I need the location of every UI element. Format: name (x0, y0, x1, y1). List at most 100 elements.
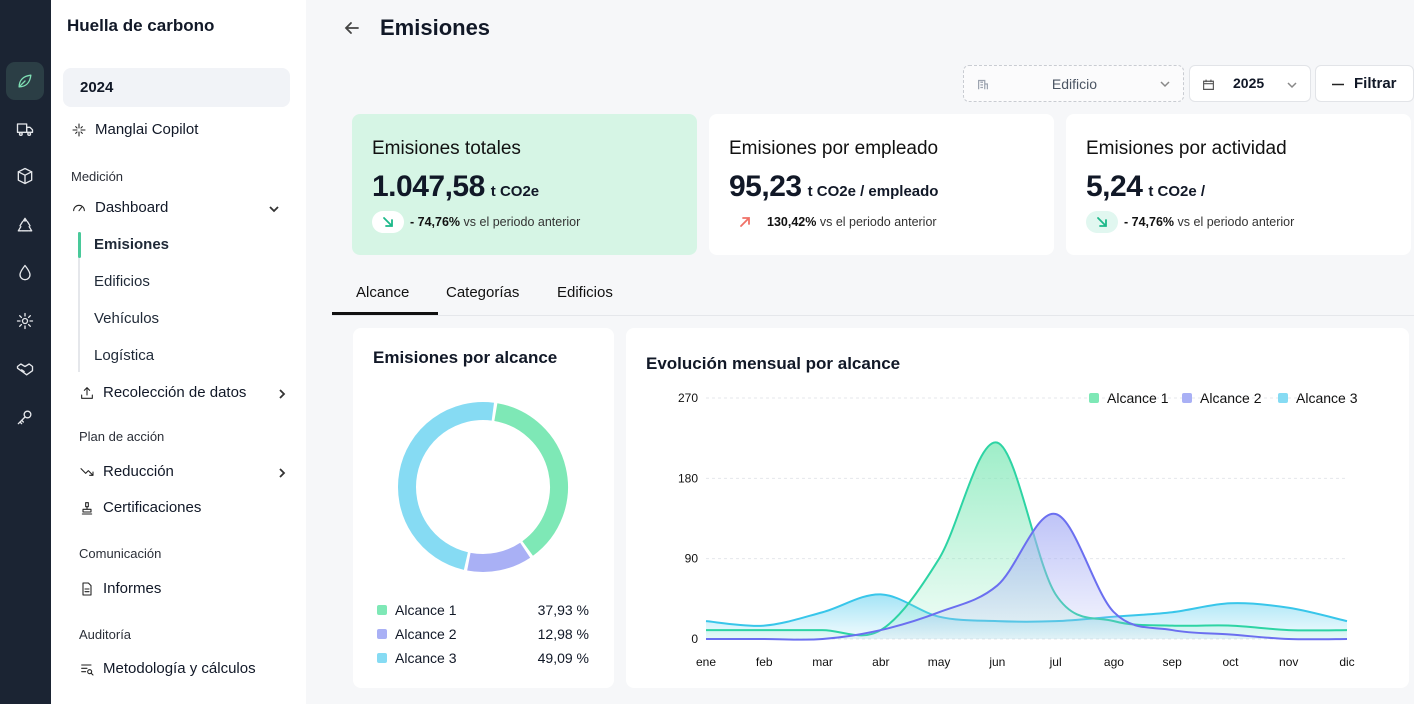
kpi-delta-value: - 74,76% (1124, 215, 1175, 229)
legend-swatch (377, 653, 387, 663)
donut-title: Emisiones por alcance (373, 348, 558, 367)
document-icon (82, 581, 92, 596)
area-alcance-2 (706, 513, 1347, 640)
legend-swatch (1278, 393, 1288, 403)
section-auditoria: Auditoría (79, 627, 132, 642)
sidebar: Huella de carbono 2024 Manglai Copilot M… (51, 0, 306, 704)
line-alcance-1[interactable] (705, 441, 1348, 637)
tab-edificios[interactable]: Edificios (557, 284, 613, 301)
sidebar-item-emisiones[interactable]: Emisiones (94, 236, 170, 253)
chevron-right-icon[interactable] (276, 387, 286, 399)
arrow-down-right-icon (1097, 217, 1107, 227)
year-selector[interactable]: 2024 (63, 68, 290, 107)
section-plan: Plan de acción (79, 429, 165, 444)
metodologia-nav[interactable]: Metodología y cálculos (79, 660, 256, 677)
leaf-icon[interactable] (6, 62, 44, 100)
x-tick-label: ago (1104, 655, 1124, 669)
copilot-link[interactable]: Manglai Copilot (71, 121, 198, 138)
arrow-down-right-icon (383, 217, 393, 227)
building-filter[interactable]: Edificio (963, 65, 1184, 102)
handshake-icon[interactable] (6, 350, 44, 388)
chevron-down-icon (1287, 82, 1297, 89)
year-filter[interactable]: 2025 (1189, 65, 1311, 102)
sidebar-item-edificios[interactable]: Edificios (94, 273, 150, 290)
legend-label[interactable]: Alcance 2 (1200, 390, 1262, 406)
tab-bar: Alcance Categorías Edificios (332, 272, 1414, 316)
x-tick-label: sep (1163, 655, 1183, 669)
legend-label[interactable]: Alcance 3 (1296, 390, 1358, 406)
subnav-track (78, 232, 80, 372)
gauge-icon (73, 204, 85, 211)
water-drop-icon[interactable] (6, 254, 44, 292)
line-alcance-2[interactable] (706, 513, 1348, 641)
legend-swatch (1089, 393, 1099, 403)
box-icon[interactable] (6, 157, 44, 195)
recoleccion-label: Recolección de datos (103, 384, 247, 401)
sidebar-title: Huella de carbono (67, 16, 215, 35)
back-arrow-icon[interactable] (344, 20, 362, 38)
filter-button[interactable]: Filtrar (1315, 65, 1414, 102)
arrow-up-right-icon (740, 217, 750, 227)
trend-down-badge (1086, 211, 1118, 233)
main-content: Emisiones Edificio 2025 Filtrar Emisione… (306, 0, 1414, 704)
x-tick-label: jun (988, 655, 1005, 669)
kpi-unit: t CO2e / (1148, 183, 1206, 200)
line-chart-card: Evolución mensual por alcance 0 90 180 270 e… (626, 328, 1409, 688)
kpi-delta-value: - 74,76% (410, 215, 461, 229)
truck-icon[interactable] (6, 110, 44, 148)
certificaciones-nav[interactable]: Certificaciones (79, 499, 201, 516)
gear-icon[interactable] (6, 302, 44, 340)
metodologia-label: Metodología y cálculos (103, 660, 256, 677)
donut-slice-alcance-2[interactable] (467, 542, 531, 572)
kpi-value: 95,23 t CO2e / empleado (729, 170, 938, 204)
legend-pct: 37,93 % (537, 602, 589, 618)
donut-slice-alcance-3[interactable] (398, 402, 495, 570)
chevron-right-icon[interactable] (276, 466, 286, 478)
x-tick-label: nov (1279, 655, 1298, 669)
key-icon[interactable] (6, 398, 44, 436)
chevron-down-icon[interactable] (268, 202, 279, 213)
calendar-icon (1203, 79, 1214, 90)
donut-card: Emisiones por alcance Alcance 1 37,93 % A… (353, 328, 614, 688)
recycle-icon[interactable] (6, 206, 44, 244)
donut-slice-alcance-1[interactable] (494, 403, 568, 556)
legend-pct: 49,09 % (537, 650, 589, 666)
building-icon (978, 79, 988, 89)
kpi-unit: t CO2e (490, 183, 540, 200)
trend-down-icon (80, 467, 94, 476)
tab-categorias[interactable]: Categorías (446, 284, 520, 301)
kpi-unit: t CO2e / empleado (807, 183, 939, 200)
kpi-delta-value: 130,42% (767, 215, 817, 229)
kpi-card-total: Emisiones totales 1.047,58 t CO2e - 74,76… (352, 114, 697, 255)
reduccion-nav[interactable]: Reducción (79, 463, 174, 480)
informes-nav[interactable]: Informes (79, 580, 161, 597)
year-filter-label: 2025 (1233, 75, 1265, 91)
kpi-delta: - 74,76% vs el periodo anterior (410, 215, 580, 229)
sidebar-item-vehiculos[interactable]: Vehículos (94, 310, 160, 327)
subnav-active-indicator (78, 232, 81, 258)
kpi-title: Emisiones totales (372, 138, 521, 159)
legend-label: Alcance 2 (395, 626, 457, 642)
legend-swatch (377, 605, 387, 615)
kpi-delta-text: vs el periodo anterior (819, 215, 937, 229)
tab-alcance[interactable]: Alcance (356, 284, 410, 301)
sidebar-item-logistica[interactable]: Logística (94, 347, 155, 364)
legend-label: Alcance 3 (395, 650, 457, 666)
legend-swatch (377, 629, 387, 639)
trend-down-badge (372, 211, 404, 233)
x-tick-label: dic (1339, 655, 1354, 669)
list-search-icon (81, 663, 94, 676)
kpi-card-employee: Emisiones por empleado 95,23 t CO2e / emp… (709, 114, 1054, 255)
y-tick-label: 90 (685, 552, 699, 566)
x-tick-label: oct (1222, 655, 1239, 669)
x-tick-label: feb (756, 655, 773, 669)
sparkle-icon (72, 122, 86, 137)
recoleccion-nav[interactable]: Recolección de datos (79, 384, 246, 401)
x-tick-label: jul (1049, 655, 1062, 669)
legend-swatch (1182, 393, 1192, 403)
kpi-number: 5,24 (1086, 170, 1143, 203)
dashboard-nav[interactable]: Dashboard (71, 199, 168, 216)
legend-label[interactable]: Alcance 1 (1107, 390, 1169, 406)
legend-label: Alcance 1 (395, 602, 457, 618)
donut-legend-alcance-3: Alcance 3 49,09 % (377, 650, 589, 666)
